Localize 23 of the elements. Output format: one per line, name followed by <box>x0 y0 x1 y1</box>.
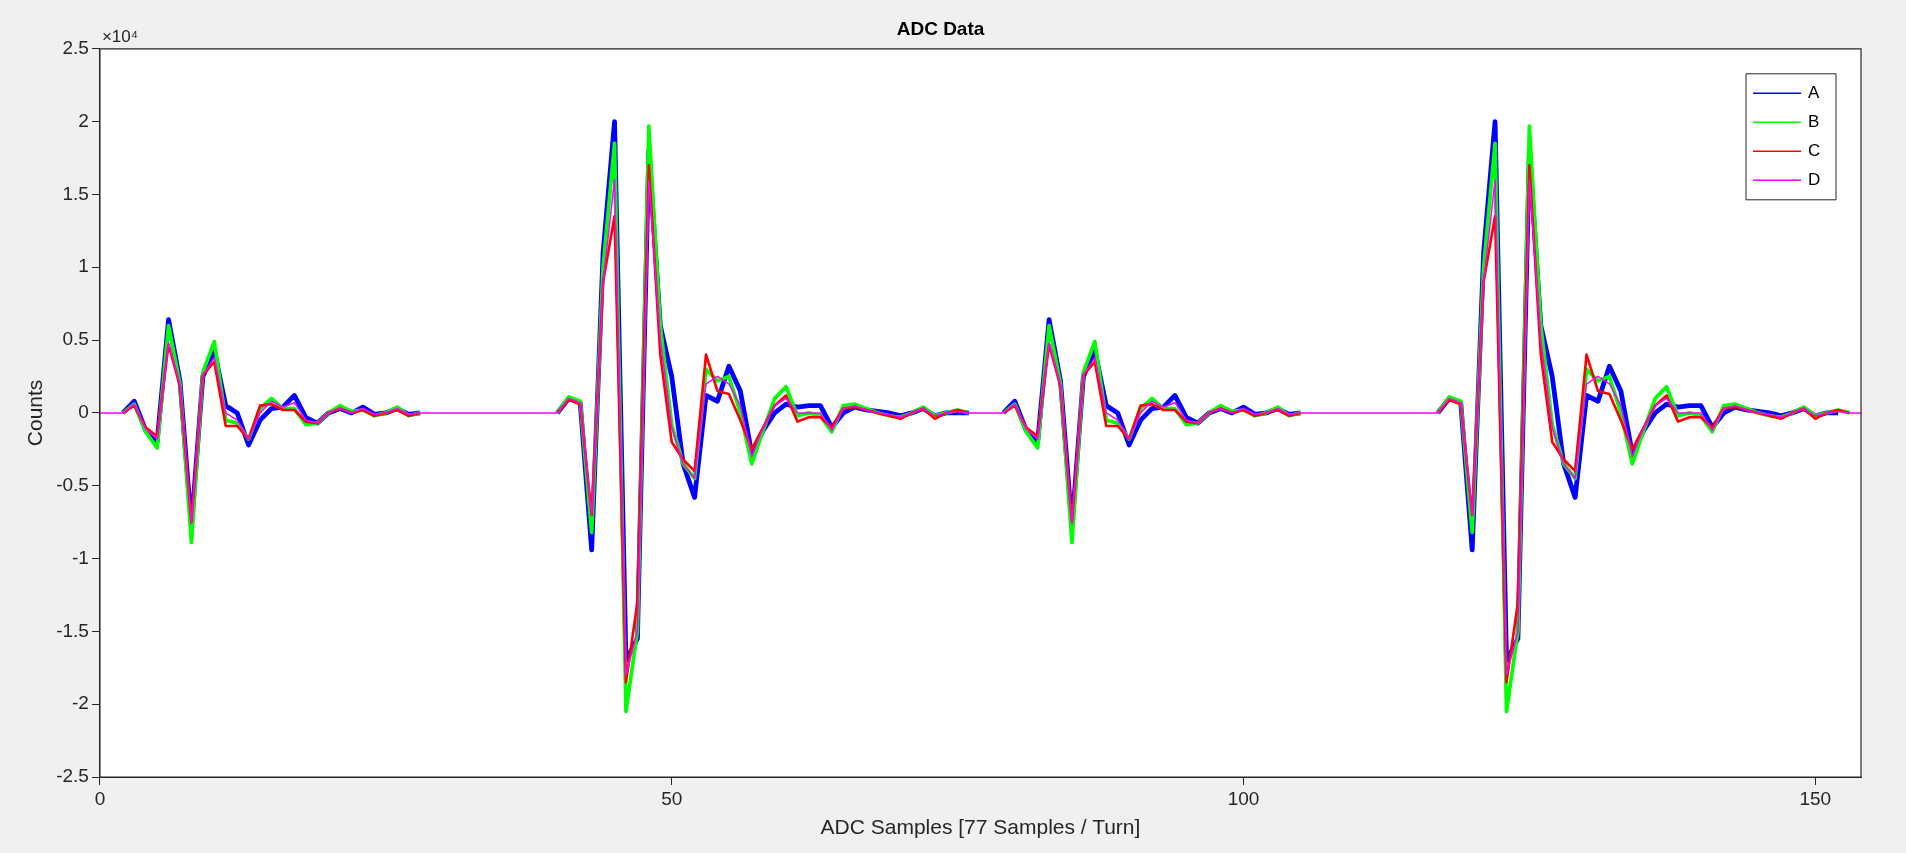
y-tick-label: -0.5 <box>56 473 89 495</box>
x-axis-title: ADC Samples [77 Samples / Turn] <box>820 815 1141 839</box>
y-tick-label: 1 <box>78 255 89 277</box>
y-tick-label: -2 <box>72 692 89 714</box>
x-tick-label: 100 <box>1227 787 1260 809</box>
chart-title: ADC Data <box>896 17 985 39</box>
y-tick-label: 2 <box>78 109 89 131</box>
legend-label: A <box>1808 82 1820 102</box>
text: ×10⁴ <box>101 26 139 46</box>
y-tick-label: -2.5 <box>56 765 89 787</box>
y-tick-label: 0.5 <box>62 328 89 350</box>
y-axis-title: Counts <box>23 379 47 447</box>
y-tick-label: 0 <box>78 401 89 423</box>
x-tick-label: 50 <box>661 787 683 809</box>
x-tick-label: 0 <box>94 787 106 809</box>
legend-label: D <box>1808 169 1821 189</box>
y-tick-label: -1.5 <box>56 619 89 641</box>
x-tick-label: 150 <box>1799 787 1832 809</box>
y-tick-label: 1.5 <box>62 182 89 204</box>
legend-label: C <box>1808 140 1821 160</box>
y-tick-label: -1 <box>72 546 89 568</box>
y-tick-label: 2.5 <box>62 37 89 59</box>
legend-label: B <box>1808 111 1820 131</box>
